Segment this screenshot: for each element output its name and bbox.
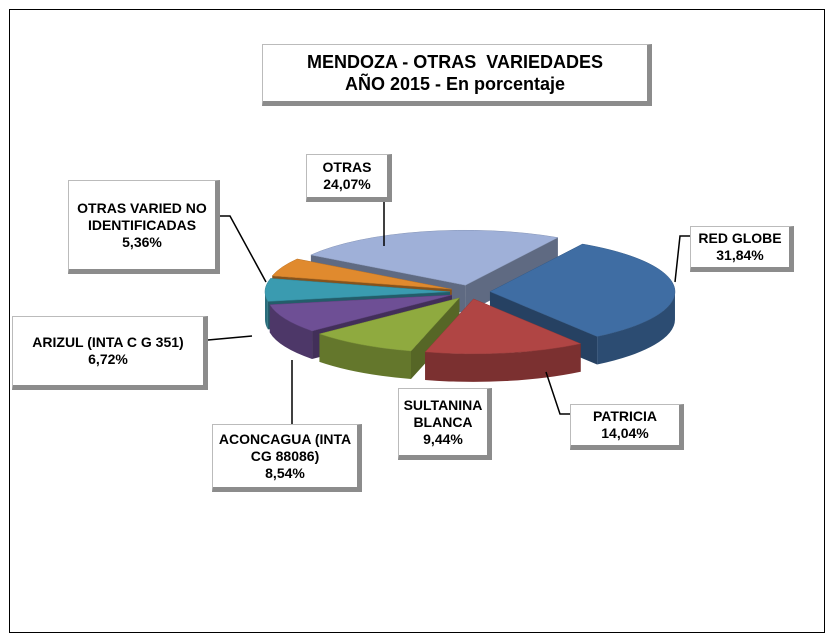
chart-title: MENDOZA - OTRAS VARIEDADES: [306, 52, 603, 72]
data-label: PATRICIA 14,04%: [570, 404, 684, 450]
category-label: PATRICIA: [592, 408, 658, 424]
value-label: 6,72%: [88, 351, 128, 367]
data-label: OTRAS 24,07%: [306, 154, 392, 202]
slice-wall: [269, 304, 313, 360]
data-label: RED GLOBE 31,84%: [690, 226, 794, 272]
category-label: OTRAS: [322, 159, 372, 175]
slice: [264, 278, 451, 302]
slice-wall: [597, 291, 675, 365]
slice: [318, 297, 461, 352]
slice-side: [465, 237, 558, 314]
category-label: SULTANINA BLANCA: [403, 396, 483, 430]
category-label: ARIZUL (INTA C G 351): [32, 334, 184, 350]
value-label: 8,54%: [265, 464, 305, 481]
slice-wall: [265, 291, 268, 330]
value-label: 14,04%: [601, 425, 649, 441]
data-label: OTRAS VARIED NO IDENTIFICADAS 5,36%: [68, 180, 220, 274]
value-label: 5,36%: [122, 233, 162, 250]
slice: [489, 243, 676, 337]
value-label: 31,84%: [716, 247, 764, 263]
category-label: RED GLOBE: [698, 230, 782, 246]
category-label: ACONCAGUA (INTA CG 88086): [218, 430, 352, 464]
slice: [271, 258, 452, 290]
value-label: 9,44%: [423, 430, 463, 447]
slice-wall: [319, 333, 412, 380]
slice: [310, 229, 559, 286]
chart-frame: [9, 9, 825, 633]
leader-line: [220, 215, 267, 283]
title-box: MENDOZA - OTRAS VARIEDADES AÑO 2015 - En…: [262, 44, 652, 106]
chart-subtitle: AÑO 2015 - En porcentaje: [344, 74, 566, 94]
data-label: SULTANINA BLANCA 9,44%: [398, 388, 492, 460]
leader-line: [545, 371, 570, 415]
slice: [424, 298, 582, 355]
value-label: 24,07%: [323, 176, 371, 192]
leader-line: [207, 335, 253, 341]
category-label: OTRAS VARIED NO IDENTIFICADAS: [77, 199, 207, 233]
slice-wall: [425, 343, 581, 382]
leader-line: [674, 235, 690, 283]
data-label: ARIZUL (INTA C G 351) 6,72%: [12, 316, 208, 390]
slice: [269, 294, 453, 332]
data-label: ACONCAGUA (INTA CG 88086) 8,54%: [212, 424, 362, 492]
